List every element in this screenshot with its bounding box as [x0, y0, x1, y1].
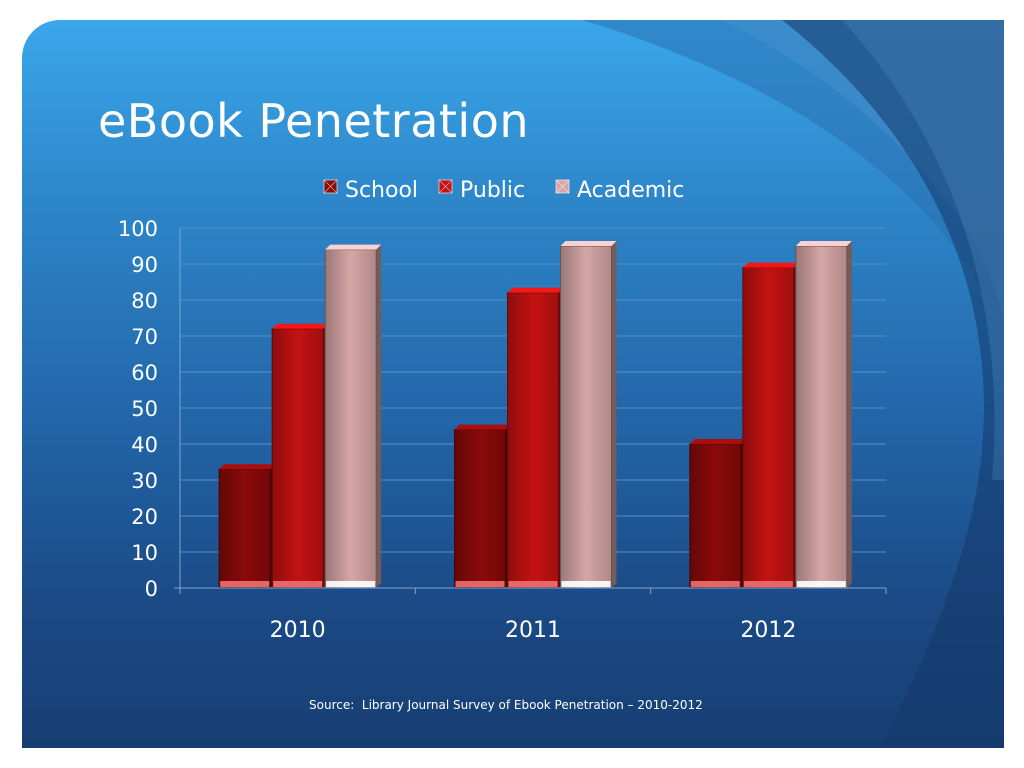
y-tick-label: 40: [131, 433, 158, 457]
y-tick-label: 90: [131, 253, 158, 277]
legend-label: Public: [460, 178, 525, 203]
bar-public-2011: [507, 287, 564, 589]
legend-item-public: Public: [438, 178, 525, 203]
y-tick-label: 30: [131, 469, 158, 493]
bars: [218, 241, 852, 589]
slide-background-swooshes: [582, 20, 1004, 748]
y-tick-label: 10: [131, 541, 158, 565]
x-tick-label: 2012: [740, 618, 796, 643]
bar-public-2012: [742, 262, 799, 589]
axes: 0 10 20 30 40 50 60 70 80 90 100 2010 2011 2012: [118, 217, 887, 643]
legend-item-academic: Academic: [555, 178, 684, 203]
legend: School Public Academic: [323, 178, 684, 203]
x-tick-label: 2010: [270, 618, 326, 643]
y-tick-label: 50: [131, 397, 158, 421]
bar-public-2010: [271, 323, 329, 589]
x-tick-label: 2011: [505, 618, 561, 643]
bar-academic-2012: [795, 241, 852, 589]
y-tick-label: 100: [118, 217, 158, 241]
bar-school-2011: [454, 424, 511, 589]
legend-item-school: School: [323, 178, 418, 203]
source-caption: Source: Library Journal Survey of Ebook …: [309, 698, 703, 712]
bar-academic-2010: [324, 244, 382, 589]
legend-label: Academic: [577, 178, 684, 203]
y-tick-label: 70: [131, 325, 158, 349]
y-tick-label: 0: [145, 577, 158, 601]
bar-school-2010: [218, 464, 276, 589]
y-tick-label: 80: [131, 289, 158, 313]
slide-title: eBook Penetration: [98, 94, 530, 148]
y-tick-label: 60: [131, 361, 158, 385]
bar-school-2012: [689, 439, 746, 589]
y-tick-label: 20: [131, 505, 158, 529]
legend-label: School: [345, 178, 418, 203]
bar-academic-2011: [560, 241, 617, 589]
